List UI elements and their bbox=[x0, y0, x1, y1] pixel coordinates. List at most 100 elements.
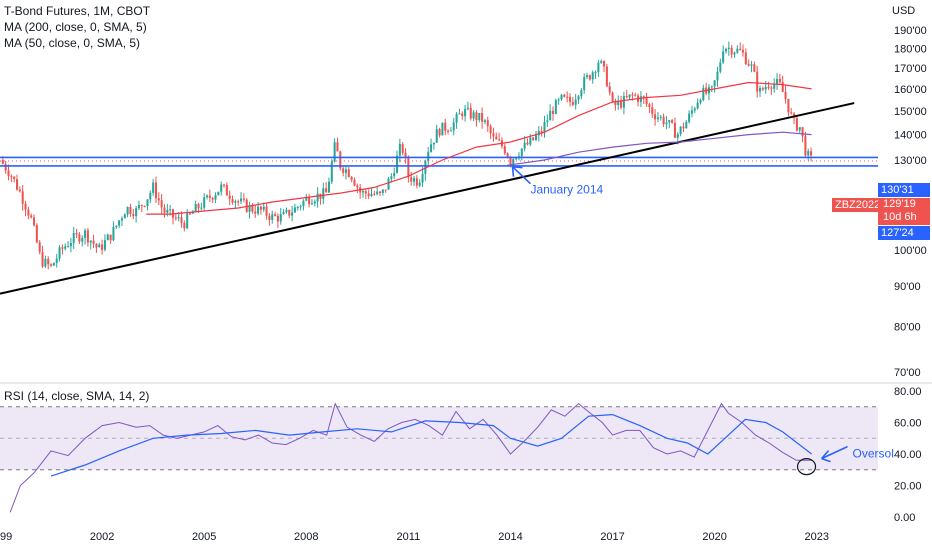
trendline bbox=[0, 102, 855, 295]
candle-body bbox=[268, 215, 271, 221]
annotation-layer: January 2014 Oversol bbox=[511, 165, 894, 476]
candle-body bbox=[50, 264, 53, 266]
candle-body bbox=[577, 96, 580, 100]
candle-body bbox=[696, 102, 699, 109]
candle-body bbox=[197, 204, 200, 209]
legend-rsi[interactable]: RSI (14, close, SMA, 14, 2) bbox=[4, 389, 150, 403]
candle-body bbox=[741, 49, 745, 53]
legend-ma50[interactable]: MA (50, close, 0, SMA, 5) bbox=[4, 36, 141, 50]
candle-body bbox=[44, 258, 47, 267]
candle-body bbox=[262, 206, 265, 210]
candle-body bbox=[160, 200, 163, 208]
candle-body bbox=[302, 200, 305, 207]
candle-body bbox=[143, 205, 146, 207]
candle-body bbox=[557, 99, 560, 101]
legend-ma200[interactable]: MA (200, close, 0, SMA, 5) bbox=[4, 20, 147, 34]
chart-title[interactable]: T-Bond Futures, 1M, CBOT bbox=[4, 4, 151, 18]
candle-body bbox=[217, 191, 220, 196]
candle-body bbox=[571, 101, 574, 105]
candle-body bbox=[376, 191, 379, 195]
candle-body bbox=[223, 184, 226, 186]
candle-body bbox=[574, 99, 577, 105]
annotation-january: January 2014 bbox=[530, 183, 603, 197]
candle-body bbox=[651, 107, 654, 115]
candle-body bbox=[617, 100, 620, 106]
candle-body bbox=[586, 75, 589, 78]
candle-body bbox=[361, 191, 365, 193]
candle-body bbox=[798, 127, 801, 131]
rsi-tick-label: 40.00 bbox=[894, 449, 922, 461]
candle-body bbox=[330, 161, 333, 182]
candle-body bbox=[183, 222, 186, 229]
time-tick-label: 2023 bbox=[805, 531, 829, 543]
candle-body bbox=[690, 110, 693, 114]
candle-body bbox=[810, 151, 813, 156]
candle-body bbox=[727, 47, 730, 50]
candle-body bbox=[449, 130, 452, 132]
candle-body bbox=[682, 126, 685, 129]
candle-body bbox=[84, 230, 87, 238]
candle-body bbox=[676, 134, 679, 138]
price-tick-label: 100'00 bbox=[894, 245, 927, 257]
candle-body bbox=[560, 94, 563, 100]
candle-body bbox=[72, 233, 75, 244]
candle-body bbox=[336, 142, 339, 152]
candle-body bbox=[333, 142, 336, 162]
candle-body bbox=[767, 86, 770, 88]
time-tick-label: 2011 bbox=[397, 531, 421, 543]
candle-body bbox=[194, 204, 197, 213]
candle-body bbox=[24, 203, 27, 210]
candle-body bbox=[583, 77, 586, 91]
candle-body bbox=[438, 129, 441, 136]
candle-body bbox=[27, 209, 30, 216]
rsi-ma-line bbox=[50, 413, 812, 477]
candle-body bbox=[631, 94, 634, 96]
candle-body bbox=[716, 71, 719, 81]
annotation-oversold: Oversol bbox=[853, 447, 894, 461]
candle-body bbox=[322, 188, 325, 199]
time-tick-label: 1999 bbox=[0, 531, 12, 543]
currency-label[interactable]: USD bbox=[892, 5, 916, 17]
annotation-arrow bbox=[511, 165, 532, 185]
candle-body bbox=[109, 234, 112, 241]
candle-body bbox=[461, 113, 464, 117]
candle-body bbox=[206, 195, 209, 198]
candle-body bbox=[154, 182, 157, 199]
time-tick-label: 2014 bbox=[498, 531, 522, 543]
candle-body bbox=[291, 212, 294, 216]
candle-body bbox=[603, 60, 606, 67]
candle-body bbox=[710, 86, 713, 88]
candle-body bbox=[384, 189, 387, 191]
last-price-value: 129'19 bbox=[883, 198, 916, 210]
candle-body bbox=[75, 233, 78, 235]
candle-body bbox=[191, 212, 194, 214]
candle-body bbox=[526, 142, 529, 145]
candle-body bbox=[177, 217, 180, 219]
candle-body bbox=[685, 121, 688, 129]
candle-body bbox=[478, 113, 481, 121]
candle-body bbox=[276, 215, 279, 222]
candle-body bbox=[129, 206, 132, 215]
candle-body bbox=[654, 114, 657, 120]
ma50-line bbox=[146, 81, 812, 215]
candle-body bbox=[620, 100, 623, 108]
rsi-tick-label: 20.00 bbox=[894, 481, 922, 493]
candle-body bbox=[563, 94, 566, 97]
rsi-tick-label: 80.00 bbox=[894, 386, 922, 398]
candle-body bbox=[135, 208, 138, 217]
candle-body bbox=[551, 110, 555, 114]
candle-body bbox=[761, 88, 764, 90]
candle-body bbox=[410, 177, 413, 182]
candle-body bbox=[285, 209, 288, 213]
candle-body bbox=[203, 197, 206, 208]
candle-body bbox=[430, 144, 433, 153]
candle-body bbox=[4, 163, 7, 171]
candle-body bbox=[308, 197, 311, 205]
candle-body bbox=[469, 107, 472, 119]
price-tick-label: 190'00 bbox=[894, 25, 927, 37]
candle-body bbox=[265, 206, 268, 216]
candle-body bbox=[103, 240, 106, 250]
candle-body bbox=[778, 78, 781, 83]
price-tick-label: 70'00 bbox=[894, 367, 921, 379]
